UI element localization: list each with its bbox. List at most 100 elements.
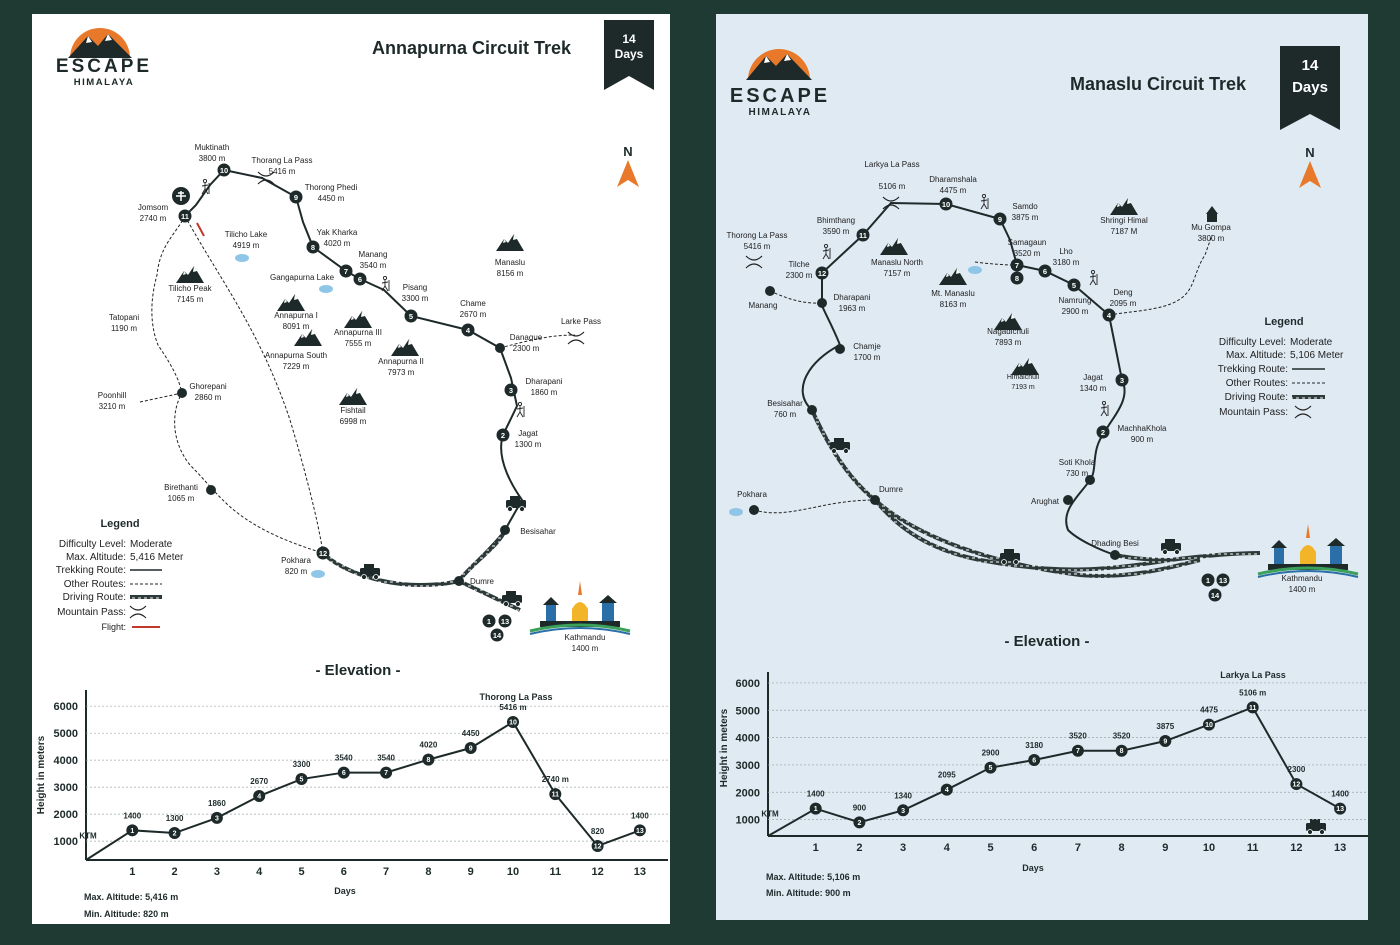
svg-text:5: 5 <box>409 312 413 321</box>
data-label: 1400 <box>123 811 141 820</box>
y-tick-label: 4000 <box>54 755 78 767</box>
place-alt: 3540 m <box>360 261 387 270</box>
place-name: Samdo <box>1012 202 1038 211</box>
place-alt: 4919 m <box>233 241 260 250</box>
right-days-badge: 14 Days <box>1280 46 1340 130</box>
svg-text:10: 10 <box>509 719 517 726</box>
svg-text:12: 12 <box>594 843 602 850</box>
svg-text:10: 10 <box>1205 722 1213 729</box>
svg-text:11: 11 <box>552 792 560 799</box>
place-name: Dharapani <box>834 293 871 302</box>
legend-altitude-value: 5,106 Meter <box>1290 350 1344 361</box>
y-tick-label: 1000 <box>736 815 760 827</box>
place-alt: 2900 m <box>1062 307 1089 316</box>
place-name: Deng <box>1113 288 1132 297</box>
place-alt: 8091 m <box>283 322 310 331</box>
data-label: 2900 <box>982 749 1000 758</box>
y-tick-label: 3000 <box>54 782 78 794</box>
y-tick-label: 5000 <box>736 705 760 717</box>
place-name: Besisahar <box>520 527 556 536</box>
stop-manang <box>765 286 775 296</box>
svg-text:12: 12 <box>319 549 327 558</box>
right-paper <box>716 14 1368 920</box>
svg-text:7: 7 <box>1076 748 1080 755</box>
logo-brand: ESCAPE <box>730 85 830 107</box>
x-tick-label: 12 <box>591 866 603 878</box>
left-max-altitude: Max. Altitude: 5,416 m <box>84 892 178 902</box>
data-point: 1 <box>126 824 139 837</box>
data-label: 1860 <box>208 799 226 808</box>
place-name: Manang <box>359 250 388 259</box>
place-name: Chame <box>460 299 486 308</box>
svg-text:2: 2 <box>501 431 505 440</box>
x-tick-label: 7 <box>383 866 389 878</box>
legend-difficulty-label: Difficulty Level: <box>59 539 126 550</box>
stop-ghorepani <box>177 388 187 398</box>
data-label: 5416 m <box>499 703 526 712</box>
place-alt: 7193 m <box>1011 384 1035 391</box>
stop-12: 12 <box>316 546 330 560</box>
left-stop-markers: 10 9 11 8 7 6 5 4 3 2 12 1 13 14 <box>177 163 518 642</box>
place-alt: 1963 m <box>839 304 866 313</box>
chart-xlabel: Days <box>1022 863 1044 873</box>
y-tick-label: 2000 <box>736 787 760 799</box>
place-name: Shringi Himal <box>1100 216 1148 225</box>
x-tick-label: 6 <box>1031 842 1037 854</box>
chart-ylabel: Height in meters <box>36 735 47 814</box>
place-alt: 3300 m <box>402 294 429 303</box>
x-tick-label: 11 <box>549 866 561 878</box>
svg-text:3: 3 <box>1120 376 1124 385</box>
place-name: Larkya La Pass <box>864 160 919 169</box>
stop-danaque <box>495 343 505 353</box>
legend-altitude-value: 5,416 Meter <box>130 552 184 563</box>
data-point: 5 <box>984 761 997 774</box>
place-alt: 2300 m <box>513 344 540 353</box>
data-label: 3520 <box>1069 732 1087 741</box>
stop-besisahar <box>807 405 817 415</box>
place-alt: 8163 m <box>940 300 967 309</box>
place-alt: 4020 m <box>324 239 351 248</box>
airplane-icon <box>172 187 190 205</box>
svg-text:2: 2 <box>173 831 177 838</box>
stop-7: 7 <box>1010 258 1024 272</box>
data-point: 13 <box>633 824 646 837</box>
data-point: 12 <box>1290 778 1303 791</box>
data-label: 2095 <box>938 771 956 780</box>
svg-text:1: 1 <box>814 806 818 813</box>
place-alt: 730 m <box>1066 469 1089 478</box>
stop-4: 4 <box>1102 308 1116 322</box>
data-point: 5 <box>295 773 308 786</box>
place-name: Pokhara <box>737 490 767 499</box>
right-title: Manaslu Circuit Trek <box>1070 74 1247 94</box>
x-tick-label: 4 <box>256 866 263 878</box>
stop-13: 13 <box>1216 573 1230 587</box>
svg-text:N: N <box>623 144 632 159</box>
data-label: 1400 <box>631 811 649 820</box>
left-map-icons <box>172 171 632 636</box>
data-point: 8 <box>1115 744 1128 757</box>
place-name: Besisahar <box>767 399 803 408</box>
svg-text:6: 6 <box>1043 267 1047 276</box>
x-tick-label: 13 <box>1334 842 1346 854</box>
x-tick-label: KTM <box>761 810 779 819</box>
svg-text:14: 14 <box>1211 591 1220 600</box>
data-point: 1 <box>809 802 822 815</box>
x-tick-label: 2 <box>856 842 862 854</box>
x-tick-label: 7 <box>1075 842 1081 854</box>
data-label: 3180 <box>1025 741 1043 750</box>
place-name: Muktinath <box>195 143 230 152</box>
stop-arughat <box>1063 495 1073 505</box>
place-alt: 3210 m <box>99 402 126 411</box>
place-name: Birethanti <box>164 483 198 492</box>
data-point: 10 <box>1203 718 1215 731</box>
place-name: Tatopani <box>109 313 139 322</box>
y-tick-label: 6000 <box>736 678 760 690</box>
place-alt: 2095 m <box>1110 299 1137 308</box>
place-alt: 8156 m <box>497 269 524 278</box>
data-label: 3540 <box>335 754 353 763</box>
svg-text:11: 11 <box>1249 705 1257 712</box>
legend-pass-label: Mountain Pass: <box>1219 407 1288 418</box>
stop-pokhara <box>749 505 759 515</box>
right-map-icons <box>729 193 1360 835</box>
stop-8: 8 <box>306 240 320 254</box>
